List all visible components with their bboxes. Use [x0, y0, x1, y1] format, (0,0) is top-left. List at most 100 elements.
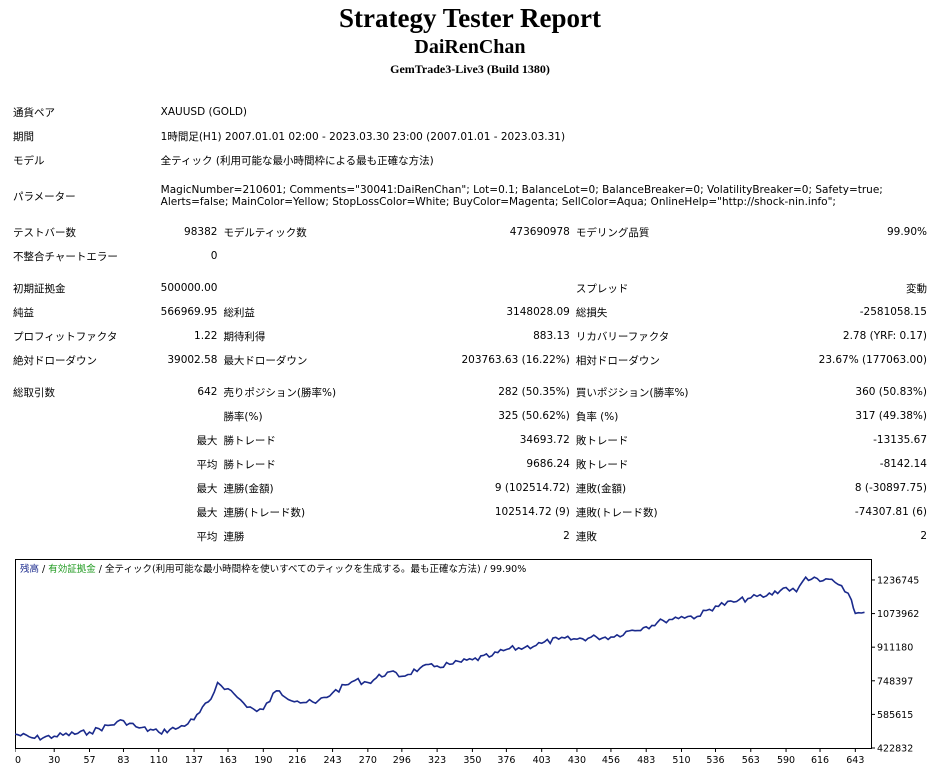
value: 282 (50.35%) [498, 386, 570, 398]
label: 総損失 [575, 306, 608, 319]
chart-legend: 残高 / 有効証拠金 / 全ティック(利用可能な最小時間枠を使いすべてのティック… [20, 563, 526, 575]
x-tick-label: 590 [777, 755, 795, 766]
y-tick-label: 422832 [877, 744, 913, 755]
x-tick-label: 350 [463, 755, 481, 766]
x-tick-label: 83 [117, 755, 129, 766]
label: モデリング品質 [575, 226, 650, 239]
value: 8 (-30897.75) [854, 482, 927, 494]
bars-row: テストバー数 98382 モデルティック数 473690978 モデリング品質 … [10, 220, 930, 244]
label: 純益 [13, 306, 34, 319]
value: 9686.24 [526, 458, 570, 470]
label: 最大 [196, 482, 218, 495]
legend-model: 全ティック(利用可能な最小時間枠を使いすべてのティックを生成する。最も正確な方法… [105, 563, 481, 575]
pf-row: プロフィットファクタ 1.22 期待利得 883.13 リカバリーファクタ 2.… [10, 324, 930, 348]
value: 全ティック (利用可能な最小時間枠による最も正確な方法) [160, 154, 434, 167]
label: 期間 [13, 130, 34, 143]
legend-lots: 有効証拠金 [48, 563, 96, 575]
label: 平均 [196, 530, 218, 543]
value: 98382 [184, 226, 218, 238]
label: モデル [13, 154, 45, 167]
x-tick-label: 296 [393, 755, 411, 766]
win-rate-row: 勝率(%) 325 (50.62%) 負率 (%) 317 (49.38%) [10, 404, 930, 428]
value: 23.67% (177063.00) [818, 354, 927, 366]
label: 連敗 [575, 530, 597, 543]
label: パラメーター [13, 190, 76, 203]
value: 9 (102514.72) [494, 482, 570, 494]
label: 敗トレード [575, 434, 629, 447]
value: -74307.81 (6) [854, 506, 927, 518]
label: 総利益 [223, 306, 255, 319]
y-tick-label: 748397 [877, 676, 913, 687]
x-tick-label: 216 [288, 755, 306, 766]
value: -2581058.15 [859, 306, 927, 318]
y-axis: 1236745 1073962 911180 748397 585615 422832 [871, 575, 919, 755]
x-tick-label: 243 [323, 755, 341, 766]
max-consecutive-count-row: 最大 連勝(トレード数) 102514.72 (9) 連敗(トレード数) -74… [10, 500, 930, 524]
label: 最大 [196, 434, 218, 447]
label: テストバー数 [13, 226, 76, 239]
x-tick-label: 430 [568, 755, 586, 766]
label: 敗トレード [575, 458, 629, 471]
x-tick-label: 483 [637, 755, 655, 766]
legend-sep: / [39, 564, 48, 575]
value: 1時間足(H1) 2007.01.01 02:00 - 2023.03.30 2… [160, 130, 566, 143]
model-row: モデル 全ティック (利用可能な最小時間枠による最も正確な方法) [10, 148, 930, 172]
x-tick-label: 57 [83, 755, 95, 766]
x-tick-label: 616 [811, 755, 829, 766]
label: 相対ドローダウン [575, 354, 660, 367]
value: 3148028.09 [506, 306, 570, 318]
avg-consecutive-row: 平均 連勝 2 連敗 2 [10, 524, 930, 548]
x-tick-label: 0 [15, 755, 21, 766]
label: 連敗(金額) [575, 482, 627, 495]
x-tick-label: 536 [706, 755, 724, 766]
largest-row: 最大 勝トレード 34693.72 敗トレード -13135.67 [10, 428, 930, 452]
x-tick-label: 110 [150, 755, 168, 766]
value: 1.22 [194, 330, 218, 342]
label: 不整合チャートエラー [13, 250, 118, 263]
label: 総取引数 [13, 386, 55, 399]
symbol-row: 通貨ペア XAUUSD (GOLD) [10, 100, 930, 124]
label: 通貨ペア [13, 106, 55, 119]
x-tick-label: 563 [742, 755, 760, 766]
x-axis: 0 30 57 83 110 137 163 190 216 243 270 296 323 350 376… [14, 748, 864, 766]
report-title: Strategy Tester Report [339, 3, 601, 33]
legend-sep: / [96, 564, 105, 575]
average-row: 平均 勝トレード 9686.24 敗トレード -8142.14 [10, 452, 930, 476]
ea-name: DaiRenChan [414, 36, 526, 58]
label: 勝トレード [223, 434, 276, 447]
label: 買いポジション(勝率%) [575, 386, 689, 399]
value: -8142.14 [879, 458, 927, 470]
label: プロフィットファクタ [13, 330, 118, 343]
x-tick-label: 376 [497, 755, 515, 766]
balance-chart: 残高 / 有効証拠金 / 全ティック(利用可能な最小時間枠を使いすべてのティック… [14, 559, 927, 769]
value: 883.13 [533, 330, 570, 342]
x-tick-label: 270 [359, 755, 377, 766]
label: 初期証拠金 [13, 282, 66, 295]
balance-line [14, 575, 865, 742]
x-tick-label: 456 [602, 755, 620, 766]
label: 負率 (%) [575, 410, 619, 423]
x-tick-label: 163 [219, 755, 237, 766]
label: モデルティック数 [223, 226, 307, 239]
x-tick-label: 323 [428, 755, 446, 766]
plot-frame [15, 559, 872, 749]
y-tick-label: 585615 [877, 710, 913, 721]
y-tick-label: 1236745 [877, 575, 919, 586]
x-tick-label: 137 [185, 755, 203, 766]
x-tick-label: 190 [254, 755, 272, 766]
y-tick-label: 1073962 [877, 609, 919, 620]
label: 最大 [196, 506, 218, 519]
deposit-row: 初期証拠金 500000.00 スプレッド 変動 [10, 276, 930, 300]
value: 473690978 [509, 226, 570, 238]
x-tick-label: 510 [672, 755, 690, 766]
value: 34693.72 [519, 434, 570, 446]
value: 203763.63 (16.22%) [461, 354, 570, 366]
value: 2 [920, 530, 927, 542]
x-tick-label: 403 [533, 755, 551, 766]
label: 期待利得 [223, 330, 266, 343]
value: 102514.72 (9) [494, 506, 570, 518]
x-tick-label: 643 [846, 755, 864, 766]
value: 642 [197, 386, 218, 398]
net-row: 純益 566969.95 総利益 3148028.09 総損失 -2581058… [10, 300, 930, 324]
label: リカバリーファクタ [575, 330, 670, 343]
